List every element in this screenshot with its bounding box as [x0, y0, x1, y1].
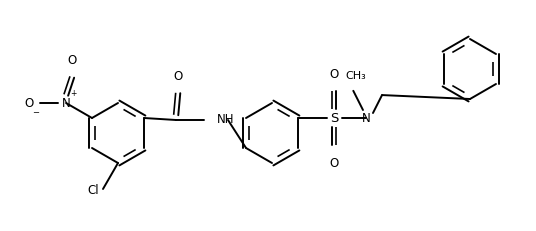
Text: O: O: [329, 156, 339, 169]
Text: +: +: [70, 89, 77, 97]
Text: CH₃: CH₃: [345, 70, 366, 80]
Text: −: −: [33, 108, 40, 117]
Text: N: N: [62, 97, 70, 110]
Text: O: O: [25, 97, 34, 110]
Text: O: O: [68, 54, 77, 67]
Text: Cl: Cl: [87, 184, 99, 197]
Text: S: S: [330, 112, 338, 125]
Text: O: O: [329, 68, 339, 81]
Text: N: N: [362, 112, 370, 125]
Text: NH: NH: [217, 113, 234, 126]
Text: O: O: [173, 70, 183, 83]
